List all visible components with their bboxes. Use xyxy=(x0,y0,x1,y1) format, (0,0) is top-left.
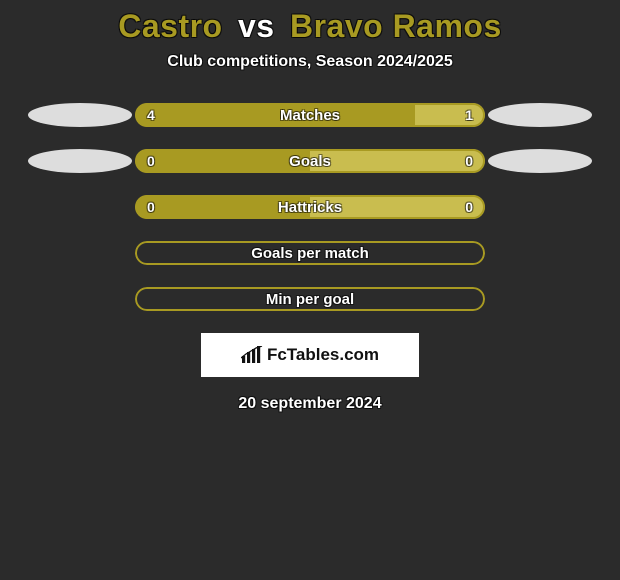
logo-text: FcTables.com xyxy=(267,345,379,365)
ellipse-icon xyxy=(488,149,592,173)
stat-bar: Matches4 1 xyxy=(135,103,485,127)
container: Castro vs Bravo Ramos Club competitions,… xyxy=(0,0,620,580)
bar-value-right: 0 xyxy=(465,195,473,219)
badge-right xyxy=(485,103,595,127)
bar-value-left: 0 xyxy=(147,195,155,219)
title-player2: Bravo Ramos xyxy=(290,8,502,44)
subtitle: Club competitions, Season 2024/2025 xyxy=(0,53,620,71)
stat-rows: Matches41Goals00Hattricks00Goals per mat… xyxy=(0,103,620,311)
badge-right xyxy=(485,149,595,173)
stat-row: Hattricks0 0 xyxy=(10,195,610,219)
stat-row: Min per goal xyxy=(10,287,610,311)
bar-value-left: 0 xyxy=(147,149,155,173)
bar-label: Goals per match xyxy=(135,245,485,262)
bar-label: Min per goal xyxy=(135,291,485,308)
badge-left xyxy=(25,149,135,173)
bar-value-left: 4 xyxy=(147,103,155,127)
ellipse-icon xyxy=(28,149,132,173)
date-text: 20 september 2024 xyxy=(0,395,620,413)
logo-box[interactable]: FcTables.com xyxy=(201,333,419,377)
stat-bar: Hattricks0 0 xyxy=(135,195,485,219)
ellipse-icon xyxy=(488,103,592,127)
stat-bar: Min per goal xyxy=(135,287,485,311)
bar-chart-icon xyxy=(241,346,263,364)
stat-bar: Goals per match xyxy=(135,241,485,265)
page-title: Castro vs Bravo Ramos xyxy=(0,0,620,45)
bar-label: Hattricks xyxy=(135,199,485,216)
ellipse-icon xyxy=(28,103,132,127)
stat-row: Goals per match xyxy=(10,241,610,265)
bar-label: Goals xyxy=(135,153,485,170)
title-vs: vs xyxy=(238,8,275,44)
badge-left xyxy=(25,103,135,127)
bar-label: Matches xyxy=(135,107,485,124)
title-player1: Castro xyxy=(118,8,222,44)
stat-row: Goals0 0 xyxy=(10,149,610,173)
bar-value-right: 1 xyxy=(465,103,473,127)
stat-row: Matches4 1 xyxy=(10,103,610,127)
bar-value-right: 0 xyxy=(465,149,473,173)
stat-bar: Goals0 0 xyxy=(135,149,485,173)
